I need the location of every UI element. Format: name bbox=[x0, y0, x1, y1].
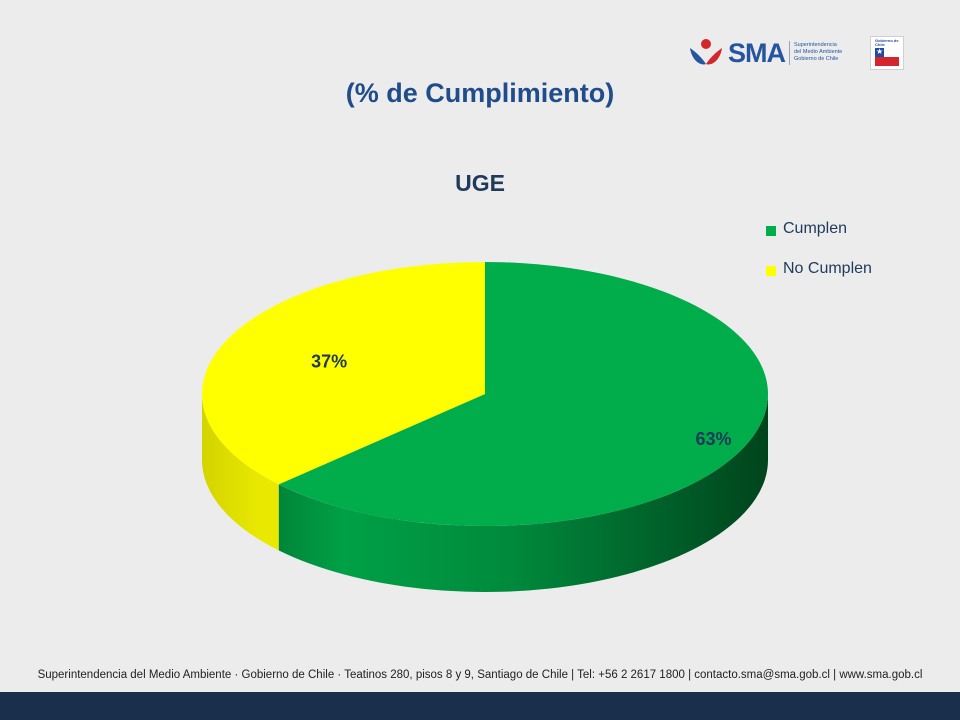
legend-item-no-cumplen: No Cumplen bbox=[766, 260, 926, 280]
sma-logo-subtitle: Superintendencia del Medio Ambiente Gobi… bbox=[794, 42, 874, 63]
gov-logo-label: Gobierno de Chile bbox=[875, 38, 899, 47]
legend-swatch-no-cumplen bbox=[766, 266, 776, 276]
legend-swatch-cumplen bbox=[766, 226, 776, 236]
gobierno-de-chile-logo: Gobierno de Chile ★ bbox=[870, 36, 904, 70]
footer-contact-info: Superintendencia del Medio Ambiente · Go… bbox=[37, 669, 923, 681]
sma-leaf-icon bbox=[690, 39, 722, 65]
legend-label-cumplen: Cumplen bbox=[783, 220, 848, 237]
legend-item-cumplen: Cumplen bbox=[766, 220, 926, 240]
legend-label-no-cumplen: No Cumplen bbox=[783, 260, 872, 277]
sma-logo: SMA Superintendencia del Medio Ambiente … bbox=[688, 36, 908, 70]
chile-flag-icon: ★ bbox=[875, 47, 899, 66]
logo-subtitle-line: del Medio Ambiente bbox=[794, 49, 843, 55]
footer-bar bbox=[0, 692, 960, 720]
pie-slice-no-cumplen bbox=[201, 262, 485, 485]
pie-side-cumplen bbox=[278, 394, 768, 593]
chart-title: UGE bbox=[455, 170, 505, 196]
pie-side-no-cumplen bbox=[202, 394, 279, 551]
logo-subtitle-line: Gobierno de Chile bbox=[794, 56, 839, 62]
data-label-no-cumplen: 37% bbox=[311, 351, 347, 371]
logo-divider bbox=[789, 41, 790, 65]
page-title: (% de Cumplimiento) bbox=[345, 78, 615, 108]
pie-slice-cumplen bbox=[278, 262, 768, 526]
sma-logo-text: SMA bbox=[728, 38, 786, 68]
logo-subtitle-line: Superintendencia bbox=[794, 42, 837, 48]
data-label-cumplen: 63% bbox=[696, 429, 732, 449]
